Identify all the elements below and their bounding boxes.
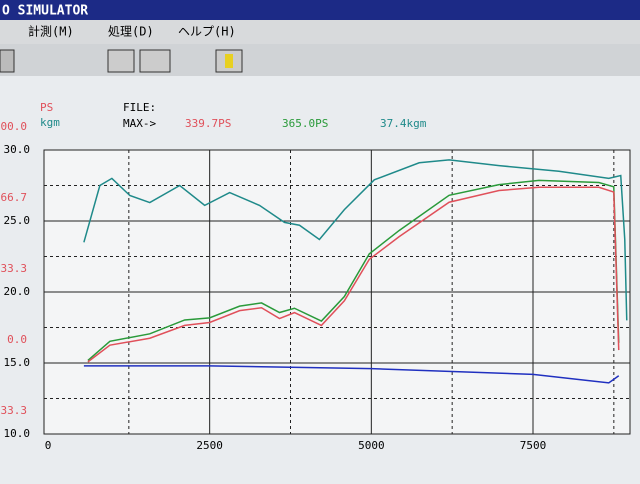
y-tick-label: 15.0 [4,356,31,369]
tool-icon [225,54,233,68]
y2-tick-label: 133.3 [0,262,27,275]
x-tick-label: 2500 [196,439,223,452]
data-line [83,365,620,384]
x-tick-label: 5000 [358,439,385,452]
x-tick-label: 0 [45,439,52,452]
y2-tick-label: 0.0 [7,333,27,346]
file-label: FILE: [123,101,156,114]
title-bar [0,0,640,20]
max-value: 365.0PS [282,117,328,130]
data-line [87,186,620,363]
toolbar [0,44,640,76]
tool-button[interactable] [107,49,135,73]
data-line [87,179,620,362]
y-tick-label: 20.0 [4,285,31,298]
y2-tick-label: -133.3 [0,404,27,417]
y2-tick-label: 400.0 [0,120,27,133]
y-tick-label: 10.0 [4,427,31,440]
menu-bar [0,20,640,44]
y-tick-label: 30.0 [4,143,31,156]
data-line [83,159,628,321]
y-tick-label: 25.0 [4,214,31,227]
menu-item[interactable]: 計測(M) [28,24,74,39]
max-value: 37.4kgm [380,117,427,130]
max-value: 339.7PS [185,117,231,130]
menu-item[interactable]: 処理(D) [108,25,154,39]
window-title: O SIMULATOR [2,4,88,19]
ps-label: PS [40,101,53,114]
max-label: MAX-> [123,117,156,130]
y2-tick-label: 266.7 [0,191,27,204]
tool-button[interactable] [139,49,171,73]
x-tick-label: 7500 [520,439,547,452]
kgm-label: kgm [40,116,60,129]
tool-button[interactable] [0,49,15,73]
menu-item[interactable]: ヘルプ(H) [178,25,236,39]
